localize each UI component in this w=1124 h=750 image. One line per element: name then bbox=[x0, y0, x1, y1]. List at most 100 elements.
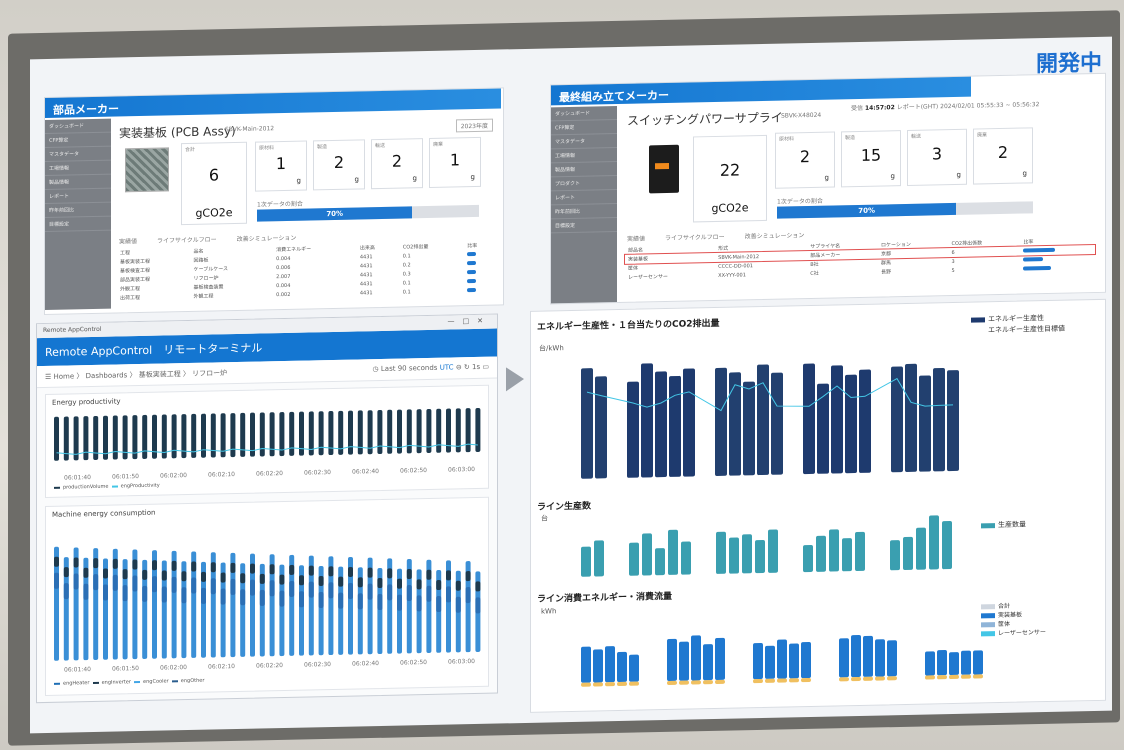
kpi-label: 輸送 bbox=[911, 133, 921, 140]
stacked-bar-segment bbox=[436, 596, 441, 612]
tab-row: 実績値 ライフサイクルフロー 改善シミュレーション bbox=[627, 230, 804, 243]
stacked-bar-segment bbox=[270, 580, 275, 596]
stacked-bar-segment bbox=[309, 566, 314, 576]
maximize-icon[interactable]: □ bbox=[463, 317, 478, 325]
stacked-bar-segment bbox=[93, 574, 98, 590]
stacked-bar-segment bbox=[172, 577, 177, 593]
bar bbox=[642, 533, 652, 575]
x-tick-label: 06:02:30 bbox=[304, 469, 331, 477]
sidebar-item-report[interactable]: レポート bbox=[45, 189, 111, 204]
x-tick-label: 06:02:50 bbox=[400, 659, 427, 667]
tab-simulation[interactable]: 改善シミュレーション bbox=[237, 235, 297, 243]
bar bbox=[949, 652, 959, 675]
kpi-unit: g bbox=[471, 173, 475, 181]
stacked-bar-segment bbox=[279, 575, 284, 585]
tab-actual[interactable]: 実績値 bbox=[627, 235, 645, 242]
kpi-manufacturing: 製造 2 g bbox=[313, 139, 365, 190]
received-time: 14:57:02 bbox=[865, 104, 895, 112]
kpi-total-unit: gCO2e bbox=[182, 206, 246, 220]
productivity-chart bbox=[581, 345, 1051, 485]
bar bbox=[859, 370, 871, 473]
bar bbox=[777, 639, 787, 678]
sidebar-item-master[interactable]: マスタデータ bbox=[551, 134, 617, 149]
bar bbox=[655, 371, 667, 477]
sidebar-item-productlist[interactable]: プロダクト bbox=[551, 176, 617, 191]
progress-fill: 70% bbox=[777, 203, 956, 219]
tab-lifecycle[interactable]: ライフサイクルフロー bbox=[157, 236, 217, 244]
ratio-bar-fill bbox=[1023, 257, 1043, 261]
stacked-bar-segment bbox=[407, 585, 412, 601]
legend-item: engProductivity bbox=[121, 483, 160, 490]
breadcrumb[interactable]: Home 〉 Dashboards 〉 基板実装工程 〉 リフロー炉 bbox=[54, 369, 228, 381]
sidebar-item-target[interactable]: 目標設定 bbox=[45, 217, 111, 232]
x-tick-label: 06:01:50 bbox=[112, 473, 139, 481]
kpi-total-label: 合計 bbox=[185, 146, 195, 153]
sidebar-item-target[interactable]: 目標設定 bbox=[551, 218, 617, 233]
refresh-icon[interactable]: ↻ bbox=[464, 363, 470, 371]
tv-mode-icon[interactable]: ▭ bbox=[482, 363, 489, 371]
bar bbox=[875, 639, 885, 676]
sidebar-item-report[interactable]: レポート bbox=[551, 190, 617, 205]
stacked-bar-segment bbox=[368, 584, 373, 600]
stacked-bar-segment bbox=[456, 597, 461, 613]
supplier-panel-title: 部品メーカー bbox=[45, 88, 501, 118]
stacked-bar-segment bbox=[230, 579, 235, 595]
sidebar-item-factory[interactable]: 工場情報 bbox=[45, 161, 111, 176]
minimize-icon[interactable]: — bbox=[448, 317, 463, 325]
zoom-out-icon[interactable]: ⊖ bbox=[456, 363, 462, 371]
x-tick-label: 06:01:40 bbox=[64, 474, 91, 482]
ratio-bar-fill bbox=[467, 287, 475, 291]
machine-energy-panel: Machine energy consumption 06:01:40 06:01… bbox=[45, 497, 489, 696]
bar bbox=[655, 548, 665, 575]
kpi-unit: g bbox=[355, 175, 359, 183]
legend-item: 実装基板 bbox=[998, 612, 1022, 620]
bar-base bbox=[949, 675, 959, 679]
kpi-value: 2 bbox=[314, 152, 364, 172]
sidebar-item-dashboard[interactable]: ダッシュボード bbox=[45, 119, 111, 134]
x-tick-label: 06:01:50 bbox=[112, 665, 139, 673]
bar bbox=[816, 536, 826, 572]
stacked-bar-segment bbox=[260, 574, 265, 584]
bar-base bbox=[875, 676, 885, 680]
bar bbox=[230, 413, 235, 457]
bar bbox=[691, 635, 701, 680]
stacked-bar-segment bbox=[260, 590, 265, 606]
bar-base bbox=[937, 675, 947, 679]
stacked-bar-segment bbox=[83, 568, 88, 578]
ratio-bar-fill bbox=[467, 269, 476, 273]
chart-legend: engHeater engInverter engCooler engOther bbox=[54, 678, 204, 687]
sidebar-item-dashboard[interactable]: ダッシュボード bbox=[551, 106, 617, 121]
bar-base bbox=[887, 676, 897, 680]
bar bbox=[905, 364, 917, 472]
menu-icon[interactable]: ☰ bbox=[45, 373, 51, 381]
sidebar-item-cfp[interactable]: CFP算定 bbox=[551, 120, 617, 135]
sidebar-item-master[interactable]: マスタデータ bbox=[45, 147, 111, 162]
tab-simulation[interactable]: 改善シミュレーション bbox=[745, 232, 805, 240]
year-select[interactable]: 2023年度 bbox=[456, 119, 493, 133]
bar bbox=[729, 372, 741, 475]
time-range-picker[interactable]: Last 90 seconds bbox=[381, 364, 438, 373]
tab-lifecycle[interactable]: ライフサイクルフロー bbox=[665, 234, 725, 242]
bar bbox=[172, 414, 177, 458]
sidebar-item-cfp[interactable]: CFP算定 bbox=[45, 133, 111, 148]
sidebar-item-compare[interactable]: 昨年前回比 bbox=[45, 203, 111, 218]
stacked-bar-segment bbox=[181, 571, 186, 581]
kpi-label: 原材料 bbox=[779, 135, 794, 142]
stacked-bar-segment bbox=[74, 557, 79, 567]
sidebar-item-product[interactable]: 製品情報 bbox=[45, 175, 111, 190]
stacked-bar-segment bbox=[142, 586, 147, 602]
stacked-bar-segment bbox=[93, 558, 98, 568]
sidebar-item-compare[interactable]: 昨年前回比 bbox=[551, 204, 617, 219]
stacked-bar-segment bbox=[377, 578, 382, 588]
bar-base bbox=[703, 680, 713, 684]
stacked-bar-segment bbox=[54, 573, 59, 589]
bar bbox=[142, 415, 147, 459]
sidebar-item-factory[interactable]: 工場情報 bbox=[551, 148, 617, 163]
refresh-interval[interactable]: 1s bbox=[472, 363, 480, 371]
bar bbox=[753, 643, 763, 679]
tab-actual[interactable]: 実績値 bbox=[119, 238, 137, 245]
sidebar-item-product[interactable]: 製品情報 bbox=[551, 162, 617, 177]
bar-base bbox=[839, 677, 849, 681]
bar-base bbox=[789, 678, 799, 682]
close-icon[interactable]: ✕ bbox=[477, 317, 491, 325]
